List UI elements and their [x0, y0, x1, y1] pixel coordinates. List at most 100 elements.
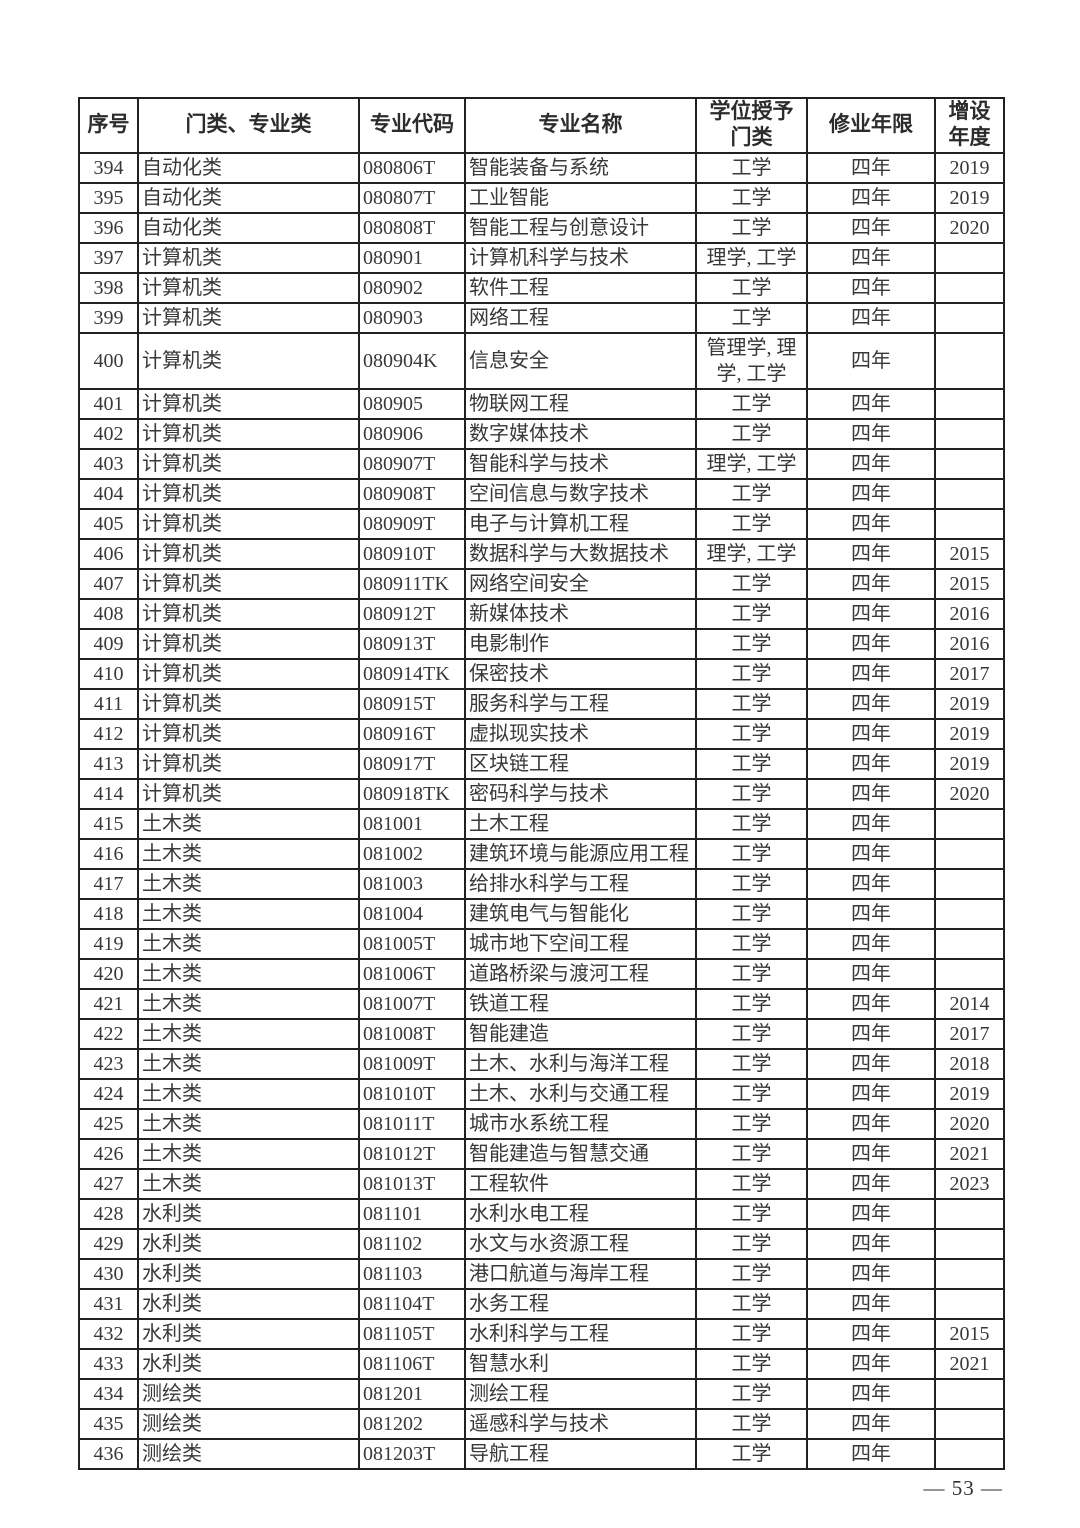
- cell-index: 429: [78, 1227, 139, 1260]
- cell-category: 水利类: [137, 1317, 360, 1350]
- cell-year_added: [934, 867, 1005, 900]
- cell-degree: 工学: [695, 1137, 808, 1170]
- cell-index: 410: [78, 657, 139, 690]
- cell-duration: 四年: [806, 567, 936, 600]
- cell-year_added: 2016: [934, 597, 1005, 630]
- cell-degree: 工学: [695, 627, 808, 660]
- table-row: 432 水利类 081105T 水利科学与工程 工学 四年 2015: [78, 1317, 1005, 1350]
- cell-code: 080918TK: [358, 777, 466, 810]
- table-row: 404 计算机类 080908T 空间信息与数字技术 工学 四年: [78, 477, 1005, 510]
- cell-code: 081008T: [358, 1017, 466, 1050]
- cell-name: 城市地下空间工程: [464, 927, 697, 960]
- cell-name: 水利科学与工程: [464, 1317, 697, 1350]
- cell-category: 土木类: [137, 807, 360, 840]
- cell-degree: 工学: [695, 1017, 808, 1050]
- table-row: 425 土木类 081011T 城市水系统工程 工学 四年 2020: [78, 1107, 1005, 1140]
- cell-name: 电影制作: [464, 627, 697, 660]
- col-header-duration: 修业年限: [806, 97, 936, 154]
- cell-index: 435: [78, 1407, 139, 1440]
- cell-index: 412: [78, 717, 139, 750]
- cell-category: 计算机类: [137, 417, 360, 450]
- cell-year_added: [934, 1407, 1005, 1440]
- cell-code: 080906: [358, 417, 466, 450]
- table-row: 401 计算机类 080905 物联网工程 工学 四年: [78, 387, 1005, 420]
- cell-index: 399: [78, 301, 139, 334]
- table-row: 410 计算机类 080914TK 保密技术 工学 四年 2017: [78, 657, 1005, 690]
- cell-year_added: [934, 271, 1005, 304]
- cell-code: 081106T: [358, 1347, 466, 1380]
- cell-code: 081006T: [358, 957, 466, 990]
- cell-code: 080807T: [358, 181, 466, 214]
- cell-index: 424: [78, 1077, 139, 1110]
- table-row: 412 计算机类 080916T 虚拟现实技术 工学 四年 2019: [78, 717, 1005, 750]
- cell-year_added: 2020: [934, 211, 1005, 244]
- cell-degree: 工学: [695, 477, 808, 510]
- cell-year_added: [934, 301, 1005, 334]
- cell-category: 水利类: [137, 1347, 360, 1380]
- cell-name: 城市水系统工程: [464, 1107, 697, 1140]
- cell-degree: 工学: [695, 987, 808, 1020]
- cell-degree: 理学, 工学: [695, 241, 808, 274]
- cell-degree: 工学: [695, 1227, 808, 1260]
- table-row: 397 计算机类 080901 计算机科学与技术 理学, 工学 四年: [78, 241, 1005, 274]
- cell-duration: 四年: [806, 1287, 936, 1320]
- cell-category: 计算机类: [137, 537, 360, 570]
- cell-year_added: [934, 837, 1005, 870]
- cell-code: 081103: [358, 1257, 466, 1290]
- cell-index: 397: [78, 241, 139, 274]
- cell-degree: 工学: [695, 717, 808, 750]
- cell-category: 计算机类: [137, 387, 360, 420]
- cell-name: 智能建造与智慧交通: [464, 1137, 697, 1170]
- cell-degree: 工学: [695, 897, 808, 930]
- cell-code: 081102: [358, 1227, 466, 1260]
- cell-category: 计算机类: [137, 331, 360, 390]
- cell-name: 工业智能: [464, 181, 697, 214]
- cell-year_added: [934, 1437, 1005, 1470]
- table-row: 413 计算机类 080917T 区块链工程 工学 四年 2019: [78, 747, 1005, 780]
- cell-category: 计算机类: [137, 747, 360, 780]
- cell-duration: 四年: [806, 211, 936, 244]
- cell-degree: 工学: [695, 181, 808, 214]
- col-header-name: 专业名称: [464, 97, 697, 154]
- cell-index: 433: [78, 1347, 139, 1380]
- cell-year_added: [934, 417, 1005, 450]
- cell-code: 080907T: [358, 447, 466, 480]
- cell-degree: 工学: [695, 387, 808, 420]
- cell-category: 计算机类: [137, 301, 360, 334]
- cell-code: 081003: [358, 867, 466, 900]
- cell-name: 数字媒体技术: [464, 417, 697, 450]
- cell-category: 计算机类: [137, 777, 360, 810]
- cell-degree: 工学: [695, 597, 808, 630]
- cell-duration: 四年: [806, 1137, 936, 1170]
- cell-category: 土木类: [137, 867, 360, 900]
- cell-category: 计算机类: [137, 597, 360, 630]
- cell-code: 080913T: [358, 627, 466, 660]
- table-row: 427 土木类 081013T 工程软件 工学 四年 2023: [78, 1167, 1005, 1200]
- table-row: 433 水利类 081106T 智慧水利 工学 四年 2021: [78, 1347, 1005, 1380]
- cell-code: 080911TK: [358, 567, 466, 600]
- table-row: 414 计算机类 080918TK 密码科学与技术 工学 四年 2020: [78, 777, 1005, 810]
- cell-category: 土木类: [137, 957, 360, 990]
- cell-name: 智慧水利: [464, 1347, 697, 1380]
- cell-code: 080917T: [358, 747, 466, 780]
- cell-degree: 工学: [695, 1257, 808, 1290]
- table-row: 417 土木类 081003 给排水科学与工程 工学 四年: [78, 867, 1005, 900]
- cell-duration: 四年: [806, 1317, 936, 1350]
- cell-name: 港口航道与海岸工程: [464, 1257, 697, 1290]
- cell-duration: 四年: [806, 447, 936, 480]
- cell-year_added: [934, 387, 1005, 420]
- cell-index: 394: [78, 151, 139, 184]
- cell-duration: 四年: [806, 1437, 936, 1470]
- cell-year_added: 2017: [934, 1017, 1005, 1050]
- cell-index: 396: [78, 211, 139, 244]
- cell-code: 081203T: [358, 1437, 466, 1470]
- cell-duration: 四年: [806, 1407, 936, 1440]
- cell-category: 土木类: [137, 1107, 360, 1140]
- table-row: 408 计算机类 080912T 新媒体技术 工学 四年 2016: [78, 597, 1005, 630]
- cell-index: 398: [78, 271, 139, 304]
- cell-name: 水利水电工程: [464, 1197, 697, 1230]
- cell-category: 土木类: [137, 1167, 360, 1200]
- cell-duration: 四年: [806, 151, 936, 184]
- table-row: 400 计算机类 080904K 信息安全 管理学, 理学, 工学 四年: [78, 331, 1005, 390]
